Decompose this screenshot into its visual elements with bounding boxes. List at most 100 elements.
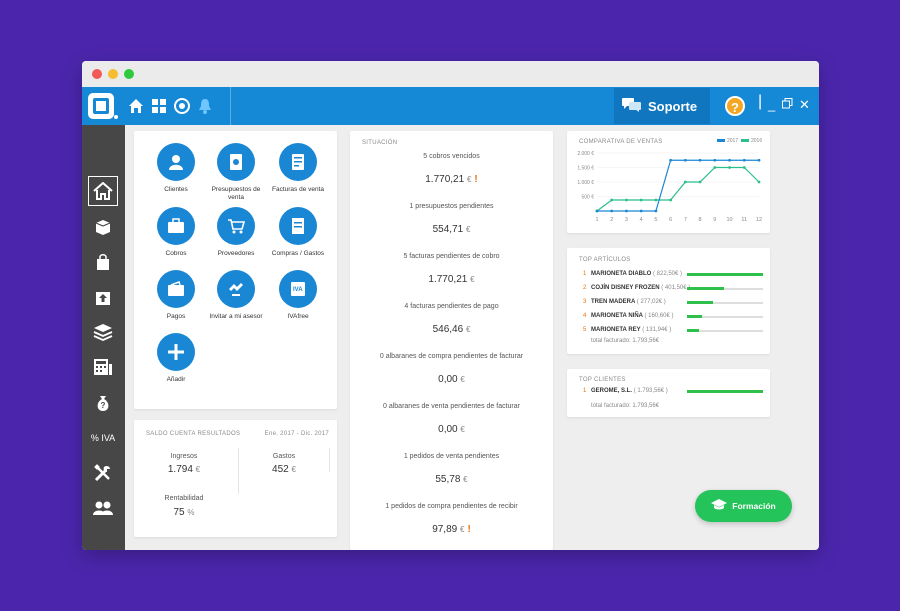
ranking-row[interactable]: 3 TREN MADERA ( 277,02€ ) <box>583 298 763 308</box>
situacion-item[interactable]: 5 facturas pendientes de cobro 1.770,21 € <box>350 253 553 285</box>
x-tick-label: 11 <box>741 217 747 223</box>
shortcut-presupuestos-de-venta[interactable]: Presupuestos de venta <box>206 143 266 202</box>
ingresos-value: 1.794 € <box>167 464 201 475</box>
ranking-row[interactable]: 1 MARIONETA DIABLO ( 822,50€ ) <box>583 270 763 280</box>
warning-icon: ! <box>474 174 478 185</box>
situacion-label: 5 facturas pendientes de cobro <box>403 253 500 260</box>
ranking-row[interactable]: 4 MARIONETA NIÑA ( 160,60€ ) <box>583 312 763 322</box>
x-tick-label: 2 <box>610 217 613 223</box>
saldo-title: SALDO CUENTA RESULTADOS <box>146 431 241 437</box>
situacion-item[interactable]: 0 albaranes de compra pendientes de fact… <box>350 353 553 385</box>
data-point <box>639 209 643 213</box>
sidebar-box-icon[interactable] <box>88 212 118 242</box>
rank-bar-track <box>687 301 763 304</box>
rank-bar-track <box>687 287 763 290</box>
ranking-row[interactable]: 5 MARIONETA REY ( 131,94€ ) <box>583 326 763 336</box>
sidebar-bag-icon[interactable] <box>88 247 118 277</box>
ranking-row[interactable]: 1 GEROME, S.L. ( 1.793,56€ ) <box>583 387 763 397</box>
chart-title: COMPARATIVA DE VENTAS <box>579 139 663 145</box>
data-point <box>683 180 687 184</box>
support-button[interactable]: Soporte <box>614 88 710 124</box>
sidebar-layers-icon[interactable] <box>88 317 118 347</box>
shortcuts-panel: Clientes Presupuestos de venta Facturas de… <box>134 131 337 409</box>
situacion-item[interactable]: 1 pedidos de venta pendientes 55,78 € <box>350 453 553 485</box>
gastos-label: Gastos <box>272 453 296 460</box>
situacion-panel: SITUACIÓN 5 cobros vencidos 1.770,21 €! 1 … <box>350 131 553 550</box>
shortcut-invitar-a-mi-asesor[interactable]: Invitar a mi asesor <box>206 270 266 321</box>
sidebar-calculator-icon[interactable] <box>88 352 118 382</box>
rank-number: 5 <box>583 327 587 333</box>
shortcut-facturas-de-venta[interactable]: Facturas de venta <box>268 143 328 194</box>
restore-icon[interactable] <box>782 97 793 112</box>
top-clientes-panel: TOP CLIENTES total facturado: 1.793,56€ … <box>567 369 770 417</box>
situacion-item[interactable]: 4 facturas pendientes de pago 546,46 € <box>350 303 553 335</box>
sidebar-money-bag-icon[interactable]: ? <box>88 388 118 418</box>
ventas-chart-panel: COMPARATIVA DE VENTAS 2.000 € 1.500 € 1.00… <box>567 131 770 233</box>
shortcut-ivafree[interactable]: IVA IVAfree <box>268 270 328 321</box>
bell-icon[interactable] <box>196 97 214 115</box>
legend-label: 2017 <box>727 138 738 144</box>
situacion-title: SITUACIÓN <box>362 140 398 146</box>
rentabilidad-label: Rentabilidad <box>164 495 204 502</box>
shortcut-añadir[interactable]: Añadir <box>146 333 206 384</box>
saldo-period: Ene. 2017 - Dic. 2017 <box>264 431 329 437</box>
situacion-value: 0,00 € <box>438 374 465 385</box>
situacion-value: 97,89 €! <box>432 524 471 535</box>
briefcase-icon <box>157 207 195 245</box>
close-window-button[interactable] <box>92 69 102 79</box>
sidebar-home-icon[interactable] <box>88 176 118 206</box>
shortcut-label: Cobros <box>165 250 187 257</box>
sidebar-tools-icon[interactable] <box>88 458 118 488</box>
sidebar-upload-icon[interactable] <box>88 282 118 312</box>
title-bar <box>82 61 819 87</box>
rank-name: GEROME, S.L. ( 1.793,56€ ) <box>591 388 668 394</box>
shortcut-pagos[interactable]: Pagos <box>146 270 206 321</box>
home-icon[interactable] <box>127 97 145 115</box>
rank-number: 1 <box>583 271 587 277</box>
top-clientes-title: TOP CLIENTES <box>579 377 626 383</box>
data-point <box>742 166 746 169</box>
shortcut-cobros[interactable]: Cobros <box>146 207 206 258</box>
data-point <box>625 198 628 202</box>
shortcut-label: Facturas de venta <box>271 186 325 193</box>
app-logo[interactable] <box>88 93 114 119</box>
shortcut-proveedores[interactable]: Proveedores <box>206 207 266 258</box>
data-point <box>713 166 717 169</box>
ranking-row[interactable]: 2 COJÍN DISNEY FROZEN ( 401,50€ ) <box>583 284 763 294</box>
data-point <box>595 209 599 213</box>
help-button[interactable]: ? <box>725 96 745 116</box>
series-line-2017 <box>597 159 759 212</box>
formacion-button[interactable]: Formación <box>695 490 792 522</box>
clientes-total: total facturado: 1.793,56€ <box>591 403 660 409</box>
maximize-window-button[interactable] <box>124 69 134 79</box>
plus-icon <box>157 333 195 371</box>
sidebar-users-icon[interactable] <box>88 493 118 523</box>
situacion-item[interactable]: 0 albaranes de venta pendientes de factu… <box>350 403 553 435</box>
shortcut-label: Invitar a mi asesor <box>209 313 263 320</box>
close-icon[interactable]: ✕ <box>799 97 810 112</box>
x-tick-label: 12 <box>756 217 762 223</box>
data-point <box>683 158 687 162</box>
minimize-icon[interactable]: _ <box>768 97 776 112</box>
ingresos-label: Ingresos <box>170 453 198 460</box>
rank-bar-fill <box>687 315 703 318</box>
legend-label: 2016 <box>751 138 762 144</box>
situacion-item[interactable]: 5 cobros vencidos 1.770,21 €! <box>350 153 553 185</box>
shortcut-clientes[interactable]: Clientes <box>146 143 206 194</box>
data-point <box>728 158 731 162</box>
top-toolbar: Soporte ? | _ ✕ <box>82 87 819 125</box>
minimize-window-button[interactable] <box>108 69 118 79</box>
rank-bar-fill <box>687 301 713 304</box>
situacion-item[interactable]: 1 pedidos de compra pendientes de recibi… <box>350 503 553 535</box>
situacion-item[interactable]: 1 presupuestos pendientes 554,71 € <box>350 203 553 235</box>
rank-bar-track <box>687 315 763 318</box>
sidebar-iva-item[interactable]: % IVA <box>90 433 116 443</box>
grid-icon[interactable] <box>150 97 168 115</box>
record-icon[interactable] <box>173 97 191 115</box>
formacion-label: Formación <box>732 501 776 511</box>
rank-bar-fill <box>687 329 700 332</box>
data-point <box>669 158 673 162</box>
data-point <box>757 158 761 162</box>
shortcut-compras-gastos[interactable]: Compras / Gastos <box>268 207 328 258</box>
top-articulos-title: TOP ARTÍCULOS <box>579 257 631 263</box>
